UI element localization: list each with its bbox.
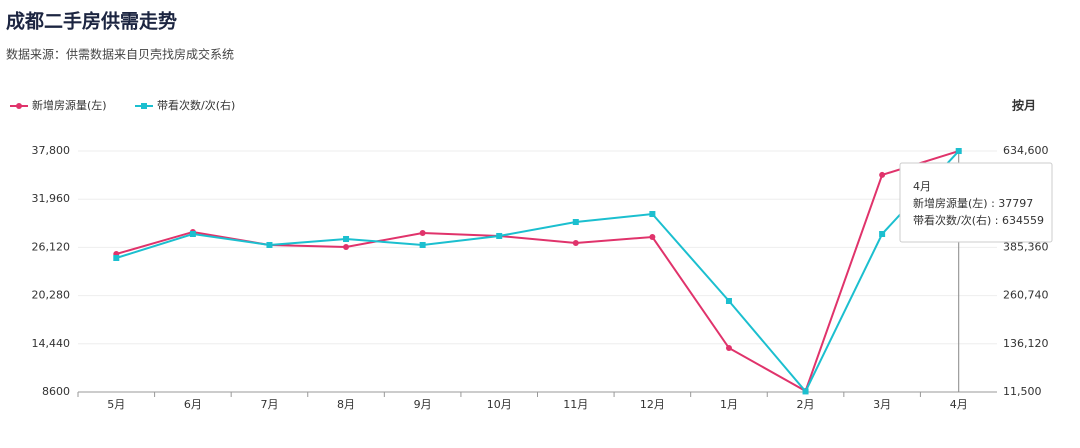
x-tick-label: 10月 (487, 398, 512, 411)
marker (496, 232, 503, 239)
tooltip-text: 新增房源量(左) : 37797 (913, 196, 1033, 210)
y2-tick-label: 260,740 (1003, 289, 1049, 302)
marker (649, 211, 656, 218)
marker (419, 241, 426, 248)
chart-subtitle: 数据来源：供需数据来自贝壳找房成交系统 (6, 47, 234, 62)
x-tick-label: 8月 (337, 398, 355, 411)
chart-title: 成都二手房供需走势 (6, 10, 177, 33)
marker (802, 388, 809, 395)
y2-tick-label: 385,360 (1003, 240, 1049, 253)
x-tick-label: 2月 (797, 398, 815, 411)
y2-tick-label: 136,120 (1003, 337, 1049, 350)
marker (879, 171, 886, 178)
y-tick-label: 37,800 (32, 144, 71, 157)
x-tick-label: 1月 (720, 398, 738, 411)
y2-tick-label: 11,500 (1003, 385, 1042, 398)
marker (189, 231, 196, 238)
line (116, 150, 960, 393)
tooltip-text: 4月 (913, 180, 931, 193)
marker (419, 229, 426, 236)
marker (879, 231, 886, 238)
marker (266, 241, 273, 248)
y-tick-label: 20,280 (32, 289, 71, 302)
tooltip-text: 带看次数/次(右) : 634559 (913, 213, 1044, 227)
x-tick-label: 6月 (184, 398, 202, 411)
y-tick-label: 31,960 (32, 192, 71, 205)
x-tick-label: 5月 (107, 398, 125, 411)
y2-tick-label: 634,600 (1003, 144, 1049, 157)
x-tick-label: 4月 (950, 398, 968, 411)
legend-label: 新增房源量(左) (32, 98, 107, 112)
legend-label: 带看次数/次(右) (157, 98, 235, 112)
marker (343, 243, 350, 250)
legend-marker (141, 103, 147, 109)
x-tick-label: 11月 (563, 398, 588, 411)
marker (572, 239, 579, 246)
period-label: 按月 (1012, 98, 1036, 113)
line (115, 150, 960, 394)
marker (113, 254, 120, 261)
marker (725, 345, 732, 352)
marker (572, 219, 579, 226)
x-tick-label: 12月 (640, 398, 665, 411)
tooltip-box (899, 162, 1053, 243)
marker (955, 148, 962, 155)
y-tick-label: 8600 (42, 385, 70, 398)
y-tick-label: 26,120 (32, 240, 71, 253)
y-tick-label: 14,440 (32, 337, 71, 350)
legend-marker (16, 103, 22, 109)
x-tick-label: 7月 (260, 398, 278, 411)
marker (649, 234, 656, 241)
marker (725, 297, 732, 304)
marker (343, 235, 350, 242)
x-tick-label: 3月 (873, 398, 891, 411)
x-tick-label: 9月 (414, 398, 432, 411)
